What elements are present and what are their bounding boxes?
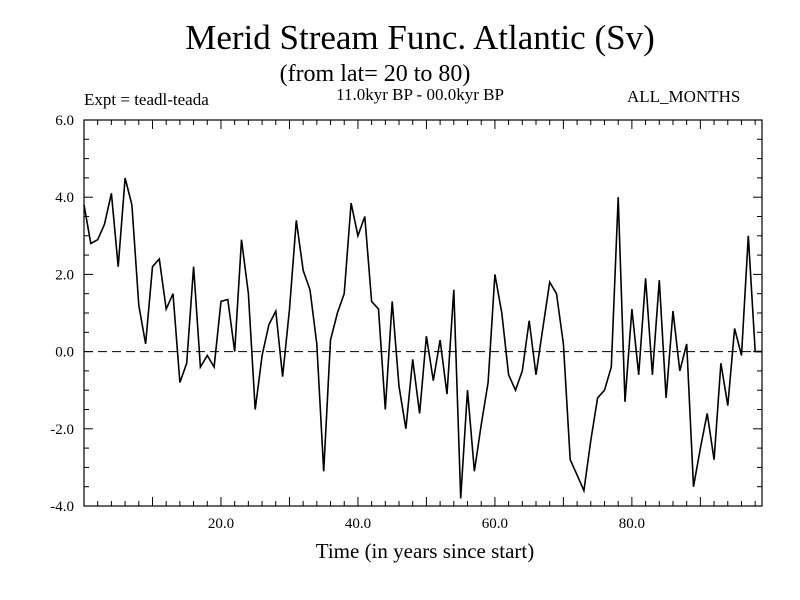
- months-label: ALL_MONTHS: [627, 87, 741, 106]
- x-axis-title: Time (in years since start): [315, 539, 535, 563]
- x-axis: 20.0 40.0 60.0 80.0: [97, 120, 756, 532]
- series-line: [83, 177, 762, 499]
- y-tick-label: 2.0: [55, 267, 74, 283]
- period-label: 11.0kyr BP - 00.0kyr BP: [336, 85, 504, 104]
- y-tick-label: 0.0: [55, 345, 74, 361]
- experiment-label: Expt = teadl-teada: [84, 90, 209, 109]
- x-tick-label: 40.0: [345, 516, 371, 532]
- series-group: [83, 177, 762, 499]
- y-tick-label: -2.0: [50, 422, 74, 438]
- x-tick-label: 20.0: [208, 516, 234, 532]
- x-tick-label: 60.0: [482, 516, 508, 532]
- chart-title: Merid Stream Func. Atlantic (Sv): [185, 18, 655, 57]
- x-tick-label: 80.0: [619, 516, 645, 532]
- chart-subtitle: (from lat= 20 to 80): [279, 61, 471, 87]
- y-axis: -4.0 -2.0 0.0 2.0 4.0 6.0: [50, 113, 762, 515]
- plot-frame: [83, 119, 763, 507]
- y-tick-label: -4.0: [50, 499, 74, 515]
- y-tick-label: 6.0: [55, 113, 74, 129]
- y-tick-label: 4.0: [55, 190, 74, 206]
